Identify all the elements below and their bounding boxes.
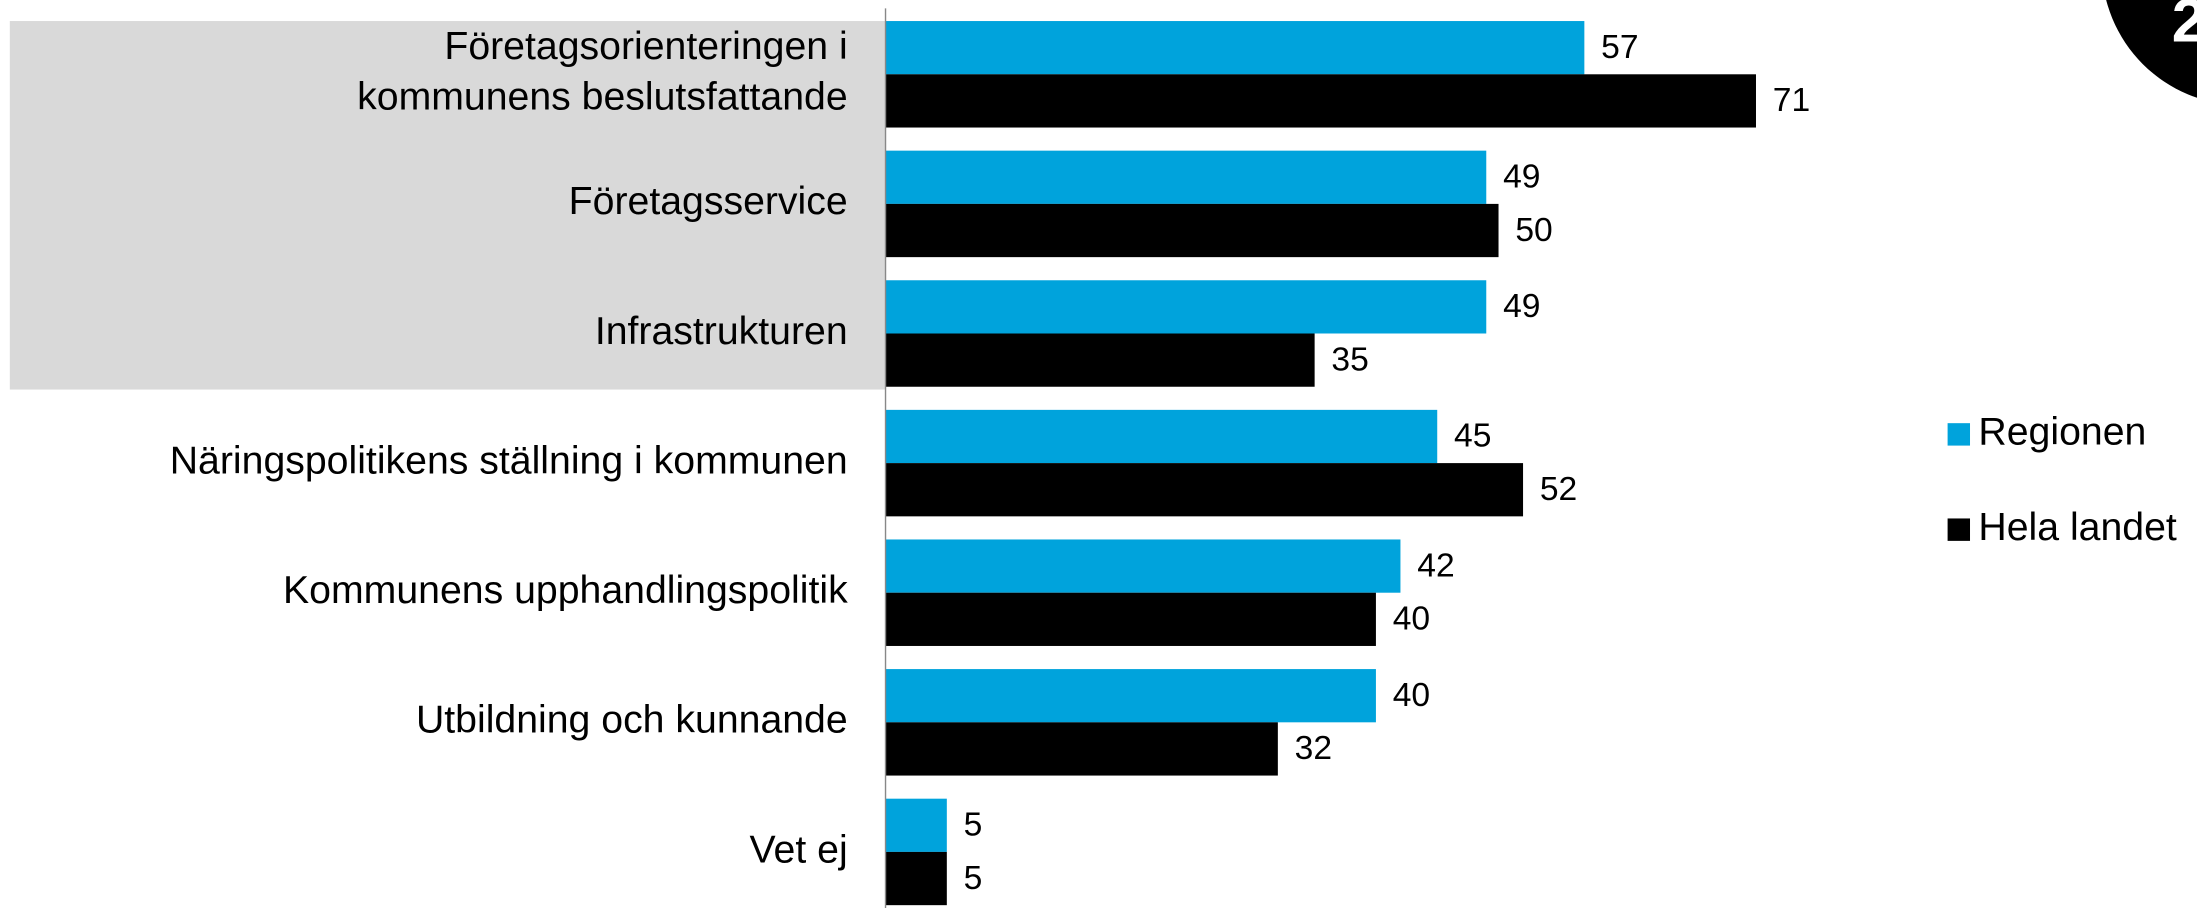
bar (885, 280, 1487, 334)
bar (885, 74, 1756, 128)
value-label: 42 (1417, 547, 1454, 584)
bar (885, 333, 1315, 387)
bar (885, 409, 1438, 464)
bar (885, 851, 947, 906)
value-label: 45 (1454, 418, 1491, 455)
category-label: Näringspolitikens ställning i kommunen (170, 438, 848, 482)
bar (885, 669, 1376, 723)
badge-circle (2106, 0, 2197, 98)
value-label: 52 (1540, 471, 1577, 508)
bar (885, 592, 1376, 646)
value-label: 50 (1515, 212, 1552, 249)
value-label: 49 (1503, 288, 1540, 325)
value-label: 5 (964, 807, 983, 844)
category-label-line: Företagsorienteringen i (444, 24, 847, 68)
value-label: 49 (1503, 159, 1540, 196)
bar (885, 463, 1524, 517)
category-label: Vet ej (750, 827, 848, 871)
bar (885, 150, 1487, 204)
value-label: 57 (1601, 29, 1638, 66)
bar (885, 722, 1278, 776)
value-label: 35 (1331, 341, 1368, 378)
legend-label: Hela landet (1978, 505, 2177, 549)
value-label: 40 (1393, 601, 1430, 638)
bar (885, 798, 947, 852)
bar (885, 21, 1585, 75)
legend-swatch (1947, 518, 1971, 541)
category-label-line: kommunens beslutsfattande (357, 75, 848, 119)
bar (885, 203, 1499, 258)
legend-swatch (1947, 423, 1971, 446)
value-label: 40 (1393, 677, 1430, 714)
value-label: 5 (964, 860, 983, 897)
bar (885, 539, 1401, 593)
category-label: Kommunens upphandlingspolitik (283, 568, 848, 612)
category-label: Företagsorienteringen i kommunens besluts… (357, 24, 848, 118)
category-label: Företagsservice (569, 179, 848, 223)
legend-label: Regionen (1978, 410, 2146, 454)
category-label: Utbildning och kunnande (416, 698, 848, 742)
category-label: Infrastrukturen (595, 309, 848, 353)
highlight (9, 21, 886, 390)
value-label: 32 (1295, 730, 1332, 767)
badge: 2 (2172, 0, 2197, 56)
value-label: 71 (1773, 82, 1810, 119)
